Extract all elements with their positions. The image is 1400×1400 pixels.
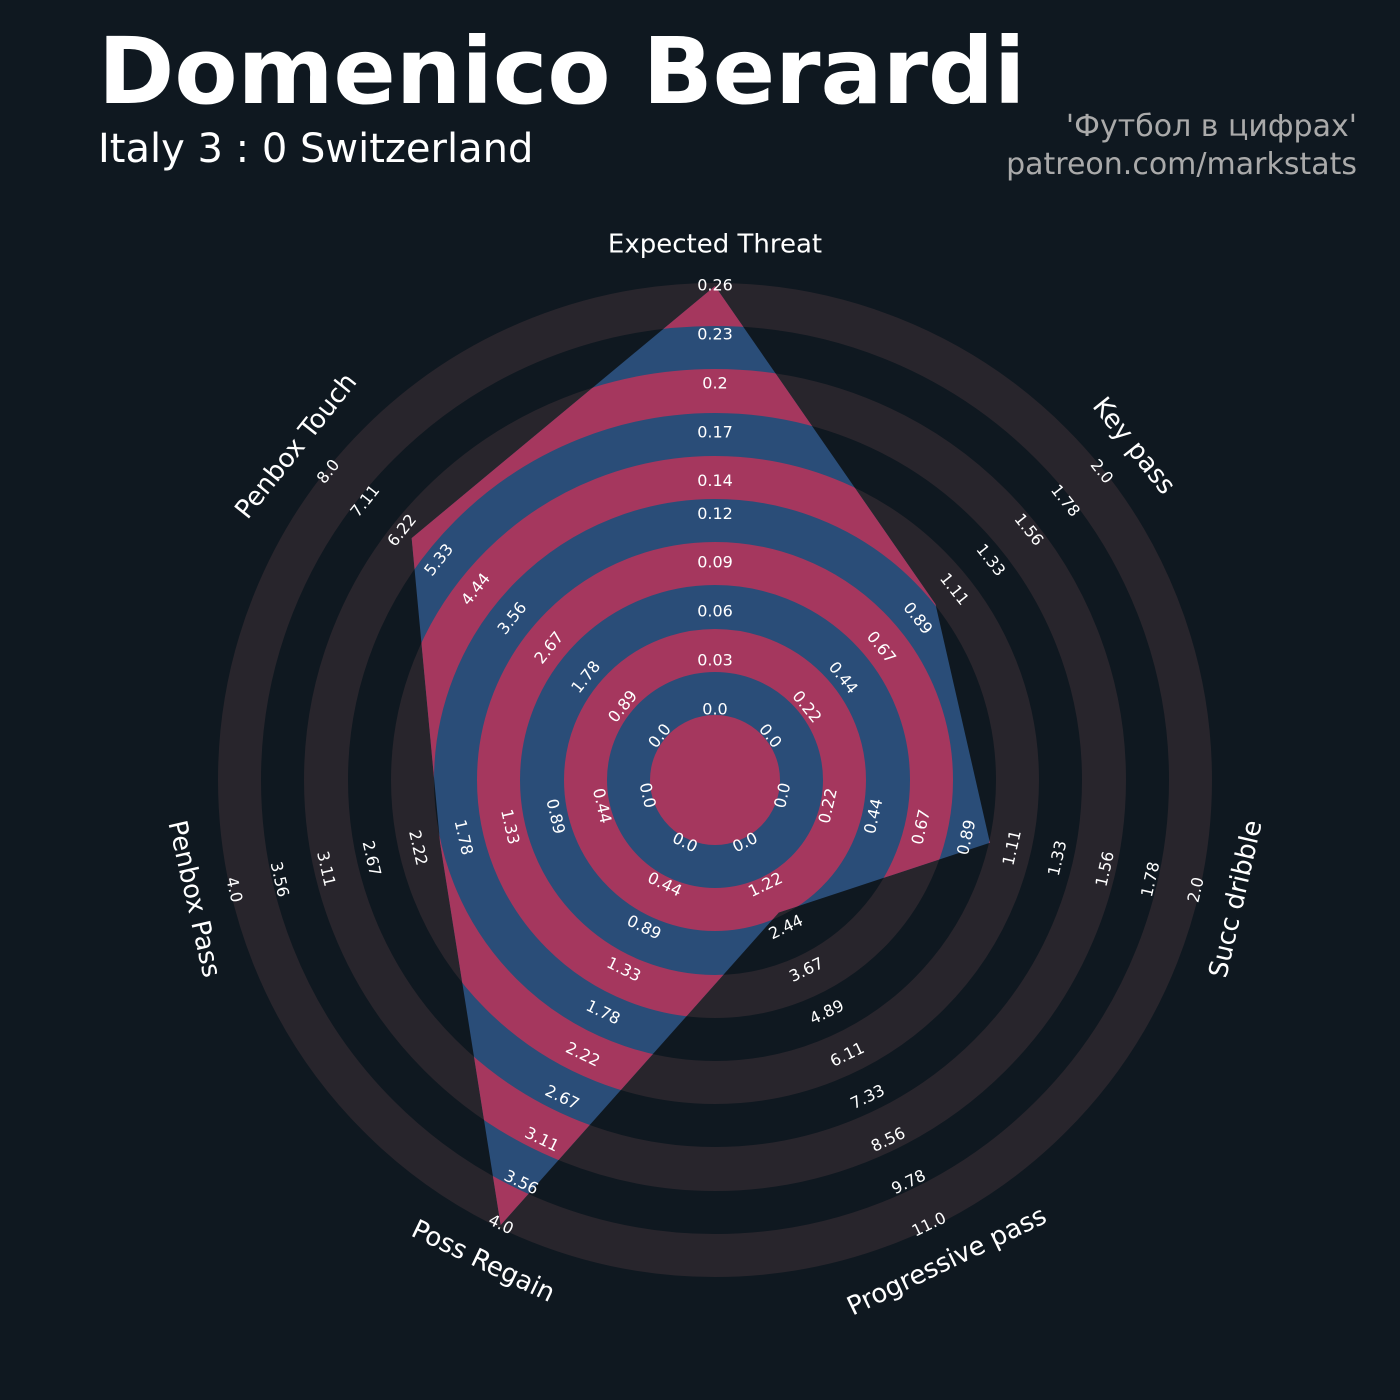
axis-label: Expected Threat (608, 230, 822, 260)
tick-label: 0.26 (697, 276, 733, 295)
tick-label: 0.09 (697, 553, 733, 572)
tick-label: 0.23 (697, 324, 733, 343)
credit: patreon.com/markstats (1006, 147, 1357, 182)
tick-label: 0.03 (697, 651, 733, 670)
radar-area (411, 286, 990, 1226)
tick-label: 0.06 (697, 602, 733, 621)
tick-label: 0.12 (697, 504, 733, 523)
ring (650, 715, 780, 845)
chart-title: Domenico Berardi (98, 18, 1025, 125)
chart-subtitle: Italy 3 : 0 Switzerland (98, 126, 533, 172)
credit: 'Футбол в цифрах' (1066, 109, 1357, 144)
radar-highlight (411, 286, 990, 1226)
ring (411, 286, 990, 1226)
tick-label: 0.2 (702, 373, 727, 392)
tick-label: 0.0 (702, 700, 727, 719)
ring (564, 629, 866, 931)
tick-label: 0.17 (697, 422, 733, 441)
tick-label: 0.14 (697, 471, 733, 490)
